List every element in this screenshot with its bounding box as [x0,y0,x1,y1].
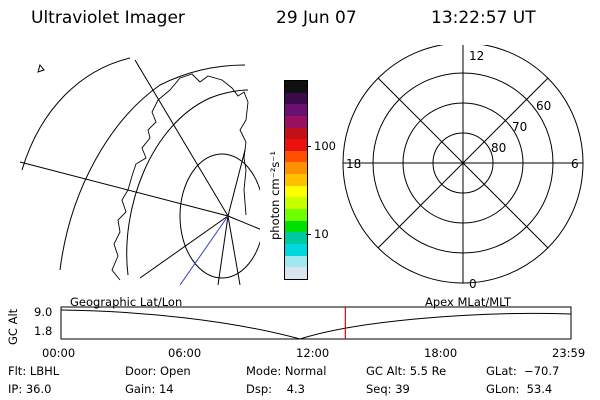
lat-label-60: 60 [536,99,551,113]
pole-oval [179,153,260,279]
colorbar-tick [306,146,311,147]
altitude-timeline [60,306,572,340]
colorbar-swatch [285,267,307,279]
lat-label-70: 70 [512,120,527,134]
info-glat: GLat: −70.7 [486,364,560,378]
info-ip: IP: 36.0 [8,382,52,396]
geographic-map [19,57,260,285]
date-label: 29 Jun 07 [276,8,357,28]
time-label: 13:22:57 UT [431,8,536,28]
time-tick-2: 12:00 [296,346,330,360]
colorbar-swatch [285,243,307,256]
lat-circle-3 [126,89,249,276]
colorbar [284,80,308,280]
colorbar-swatch [285,139,307,151]
colorbar-swatch [285,232,307,244]
colorbar-swatch [285,197,307,210]
colorbar-swatch [285,150,307,163]
lat-circle-outer [21,57,131,171]
colorbar-tick-label: 10 [314,227,329,241]
info-door: Door: Open [125,364,191,378]
colorbar-swatch [285,81,307,93]
time-tick-0: 00:00 [42,346,76,360]
mlt-label-18: 18 [346,157,361,171]
colorbar-swatch [285,209,307,221]
timeline-y-bottom: 1.8 [34,324,53,338]
timeline-y-axis-label: GC Alt [6,308,20,345]
timeline-right-title: Apex MLat/MLT [425,295,512,309]
info-gc-alt: GC Alt: 5.5 Re [366,364,447,378]
info-gain: Gain: 14 [125,382,174,396]
colorbar-swatch [285,92,307,105]
mlt-label-0: 0 [469,277,477,291]
mlt-label-12: 12 [469,49,484,63]
info-flt: Flt: LBHL [8,364,60,378]
colorbar-swatch [285,162,307,175]
colorbar-swatch [285,104,307,116]
info-mode: Mode: Normal [246,364,327,378]
altitude-curve [60,309,572,340]
colorbar-swatch [285,185,307,198]
instrument-title: Ultraviolet Imager [31,8,185,28]
info-glon: GLon: 53.4 [486,382,553,396]
lat-label-80: 80 [491,141,506,155]
info-dsp: Dsp: 4.3 [246,382,305,396]
colorbar-swatch [285,115,307,128]
timeline-left-title: Geographic Lat/Lon [70,295,183,309]
colorbar-unit-label: photon cm⁻²s⁻¹ [268,151,282,240]
timeline-y-top: 9.0 [34,305,53,319]
colorbar-swatch [285,255,307,268]
time-tick-3: 18:00 [424,346,458,360]
time-tick-1: 06:00 [168,346,202,360]
colorbar-swatch [285,127,307,140]
colorbar-swatch [285,174,307,186]
colorbar-tick [306,234,311,235]
lat-circle-2 [59,64,246,271]
mlt-label-6: 6 [571,157,579,171]
time-tick-4: 23:59 [552,346,586,360]
info-seq: Seq: 39 [366,382,410,396]
colorbar-swatch [285,220,307,233]
polar-plot: 12 18 6 0 60 70 80 [342,45,584,291]
colorbar-tick-label: 100 [314,139,336,153]
coastline [111,73,249,281]
